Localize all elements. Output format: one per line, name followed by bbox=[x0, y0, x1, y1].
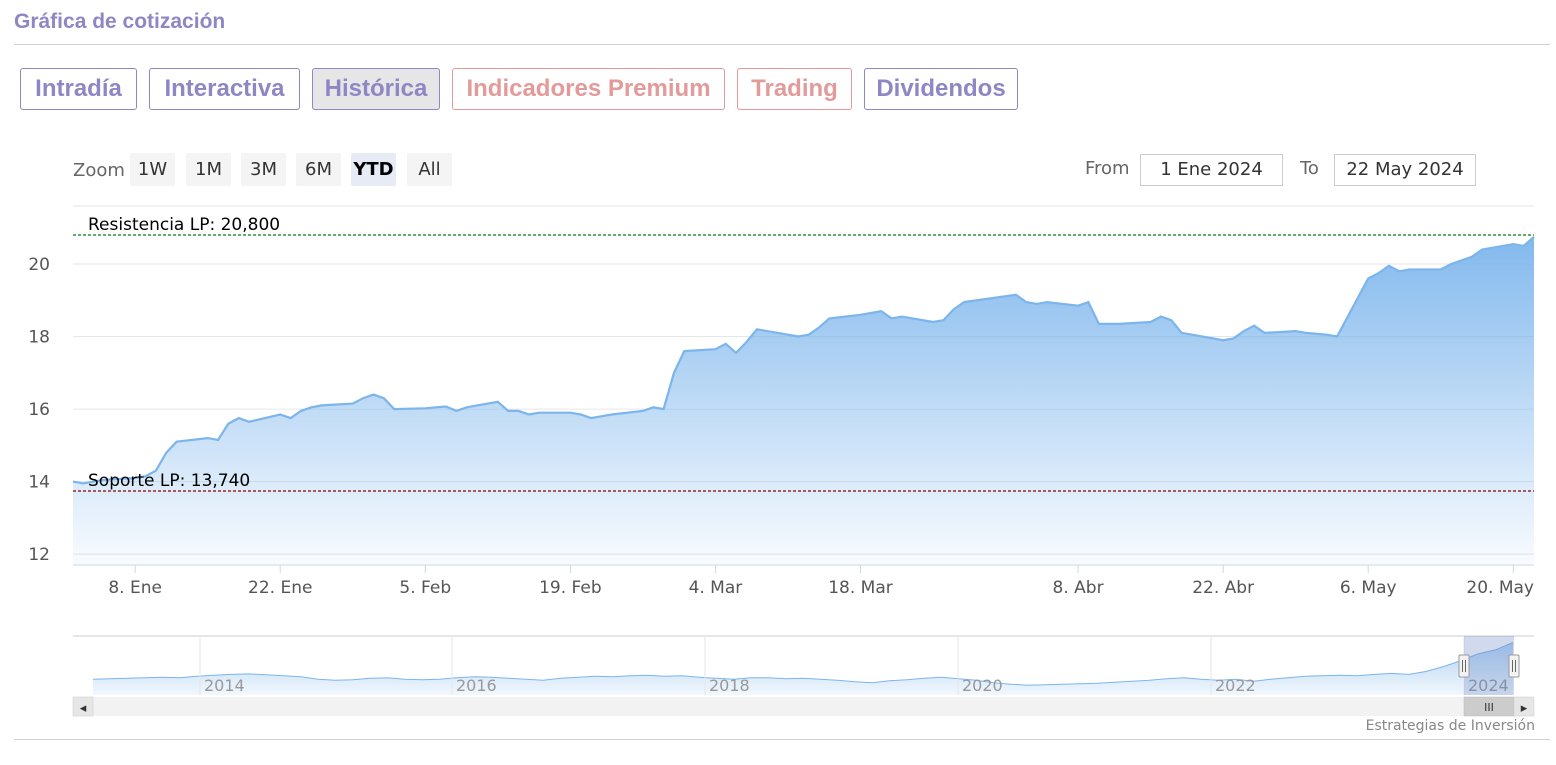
y-tick-label: 20 bbox=[28, 255, 50, 275]
zoom-1w-button[interactable]: 1W bbox=[130, 153, 175, 186]
zoom-6m-button[interactable]: 6M bbox=[296, 153, 341, 186]
x-tick-label: 20. May bbox=[1466, 578, 1534, 598]
x-tick-label: 18. Mar bbox=[828, 578, 893, 598]
navigator[interactable]: 2014 2016 2018 2020 2022 2024 bbox=[73, 635, 1534, 695]
chart-credit: Estrategias de Inversión bbox=[1365, 718, 1535, 734]
navigator-year-label: 2024 bbox=[1468, 676, 1509, 695]
y-axis: 12 14 16 18 20 bbox=[28, 255, 50, 565]
scrollbar-right-button[interactable] bbox=[1513, 696, 1535, 717]
support-label: Soporte LP: 13,740 bbox=[88, 471, 250, 491]
x-tick-label: 19. Feb bbox=[539, 578, 602, 598]
x-axis: 8. Ene 22. Ene 5. Feb 19. Feb 4. Mar 18. Mar 8… bbox=[73, 564, 1534, 598]
navigator-year-label: 2020 bbox=[962, 676, 1003, 695]
title-divider bbox=[14, 44, 1550, 45]
scrollbar-right-arrow-icon: ▸ bbox=[1521, 701, 1528, 716]
zoom-all-button[interactable]: All bbox=[407, 153, 452, 186]
navigator-selection bbox=[1464, 636, 1514, 695]
navigator-year-label: 2018 bbox=[709, 676, 750, 695]
navigator-year-label: 2016 bbox=[456, 676, 497, 695]
navigator-area bbox=[93, 642, 1513, 695]
section-title: Gráfica de cotización bbox=[14, 10, 226, 33]
zoom-1m-button[interactable]: 1M bbox=[186, 153, 231, 186]
x-tick-label: 4. Mar bbox=[689, 578, 743, 598]
y-tick-label: 18 bbox=[28, 328, 50, 348]
range-to-label: To bbox=[1300, 158, 1319, 179]
navigator-line bbox=[92, 641, 1514, 686]
scrollbar-grip-icon: III bbox=[1484, 701, 1494, 714]
range-from-input[interactable]: 1 Ene 2024 bbox=[1140, 154, 1283, 186]
x-tick-label: 8. Ene bbox=[108, 578, 162, 598]
series-line bbox=[72, 235, 1535, 485]
scrollbar-left-arrow-icon: ◂ bbox=[80, 701, 87, 716]
zoom-3m-button[interactable]: 3M bbox=[241, 153, 286, 186]
scrollbar-track bbox=[73, 697, 1534, 716]
navigator-year-label: 2022 bbox=[1215, 676, 1256, 695]
x-tick-label: 5. Feb bbox=[399, 578, 451, 598]
tab-indicadores-premium[interactable]: Indicadores Premium bbox=[452, 68, 725, 110]
bottom-divider bbox=[14, 739, 1550, 740]
tab-dividendos[interactable]: Dividendos bbox=[864, 68, 1018, 110]
x-tick-label: 8. Abr bbox=[1053, 578, 1104, 598]
navigator-year-label: 2014 bbox=[204, 676, 245, 695]
range-from-label: From bbox=[1085, 158, 1130, 179]
scrollbar[interactable]: ◂ III ▸ bbox=[72, 696, 1535, 717]
y-tick-label: 16 bbox=[28, 400, 50, 420]
series-area bbox=[72, 235, 1535, 566]
tab-trading[interactable]: Trading bbox=[737, 68, 852, 110]
navigator-handle-left[interactable] bbox=[1458, 654, 1470, 678]
zoom-label: Zoom bbox=[73, 160, 125, 181]
series-area-fill bbox=[73, 236, 1534, 566]
level-lines: Resistencia LP: 20,800 Soporte LP: 13,740 bbox=[73, 215, 1534, 492]
y-tick-label: 12 bbox=[28, 545, 50, 565]
scrollbar-left-button[interactable] bbox=[72, 696, 94, 717]
tab-historica[interactable]: Histórica bbox=[312, 68, 440, 110]
x-tick-label: 6. May bbox=[1340, 578, 1397, 598]
x-tick-label: 22. Abr bbox=[1192, 578, 1254, 598]
tab-interactiva[interactable]: Interactiva bbox=[149, 68, 300, 110]
zoom-ytd-button[interactable]: YTD bbox=[351, 153, 396, 186]
resistance-label: Resistencia LP: 20,800 bbox=[88, 215, 280, 235]
tab-intradia[interactable]: Intradía bbox=[20, 68, 137, 110]
x-tick-label: 22. Ene bbox=[248, 578, 312, 598]
y-tick-label: 14 bbox=[28, 473, 50, 493]
navigator-handle-right[interactable] bbox=[1508, 654, 1520, 678]
range-to-input[interactable]: 22 May 2024 bbox=[1334, 154, 1476, 186]
